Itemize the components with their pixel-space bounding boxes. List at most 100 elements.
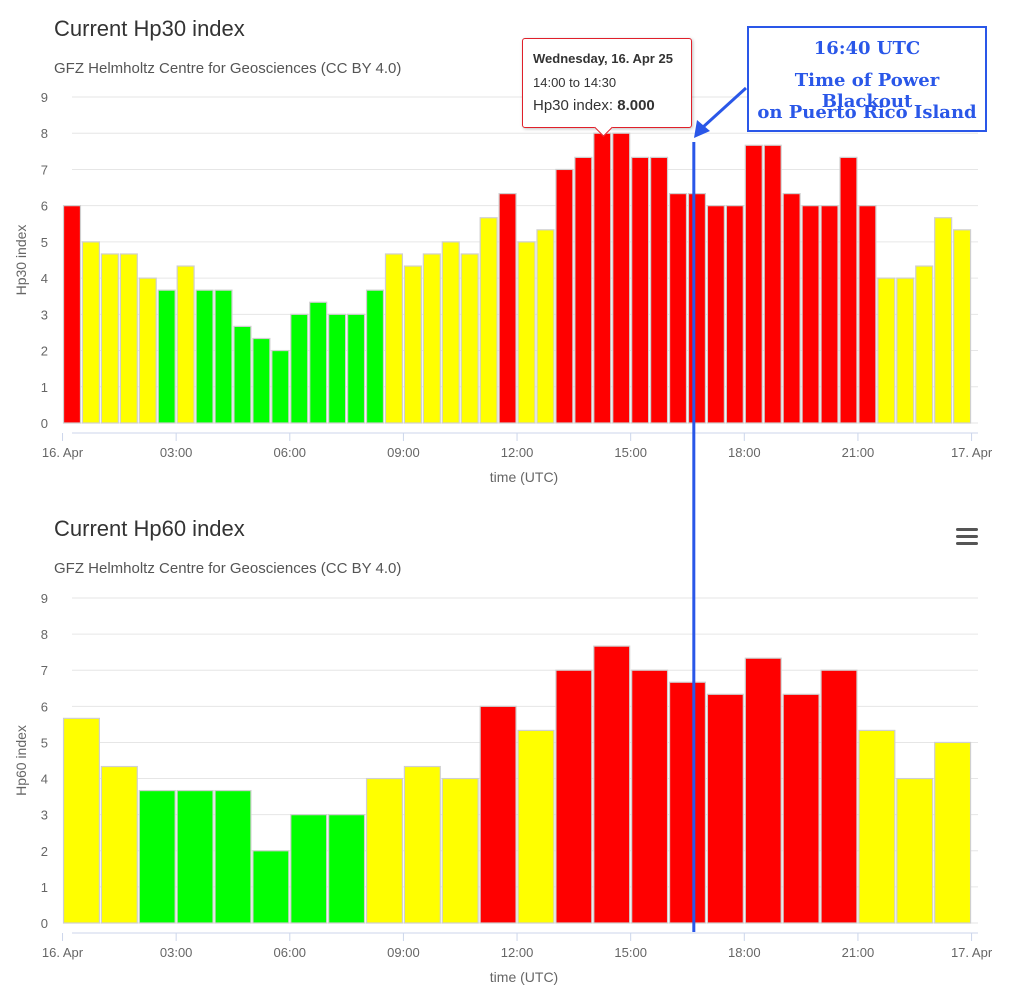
hp30-bar[interactable] (612, 132, 631, 424)
hp30-bar[interactable] (365, 289, 385, 424)
hp30-bar[interactable] (725, 205, 744, 424)
hp30-bar[interactable] (782, 193, 801, 424)
hp30-bar[interactable] (119, 253, 138, 424)
hp60-bar[interactable] (365, 777, 404, 924)
hp60-bar[interactable] (138, 789, 176, 924)
hp30-bar[interactable] (536, 229, 555, 424)
hamburger-menu-icon[interactable] (956, 528, 978, 546)
hp30-bar[interactable] (896, 277, 915, 424)
hp30-bar[interactable] (839, 156, 858, 424)
hp30-bar[interactable] (252, 337, 271, 424)
hp60-bar[interactable] (593, 645, 631, 924)
hp60-bar[interactable] (403, 765, 441, 924)
hp30-bar[interactable] (157, 289, 176, 424)
hp60-bar[interactable] (820, 669, 858, 924)
hp30-bar[interactable] (593, 132, 612, 424)
hp30-x-tick-label: 18:00 (728, 445, 761, 460)
hp30-bar[interactable] (801, 205, 820, 424)
hp30-bar[interactable] (820, 205, 839, 424)
hp30-x-tick-label: 03:00 (160, 445, 193, 460)
hp30-bar[interactable] (271, 349, 290, 424)
hp30-bar[interactable] (555, 168, 574, 424)
menu-line (956, 535, 978, 538)
hp30-bar[interactable] (460, 253, 479, 424)
hp60-bar[interactable] (782, 693, 820, 924)
hp30-bar[interactable] (517, 241, 536, 424)
hp30-bar[interactable] (62, 205, 82, 424)
hp30-bar[interactable] (328, 313, 347, 424)
hp60-x-tick-label: 15:00 (614, 945, 647, 960)
hp30-bar[interactable] (706, 205, 725, 424)
menu-line (956, 542, 978, 545)
hp30-bar[interactable] (953, 229, 972, 424)
hp30-bar[interactable] (422, 253, 441, 424)
hp60-bar[interactable] (100, 765, 138, 924)
hp60-bar[interactable] (934, 741, 972, 924)
hp60-bar[interactable] (62, 717, 101, 924)
hp30-bar[interactable] (403, 265, 422, 424)
hp60-bar[interactable] (290, 814, 328, 924)
hp30-bar[interactable] (498, 193, 517, 424)
hp60-bar[interactable] (252, 850, 290, 924)
hp60-y-axis-title: Hp60 index (13, 725, 29, 796)
hp30-chart-subtitle: GFZ Helmholtz Centre for Geosciences (CC… (54, 60, 402, 77)
hp60-y-tick-label: 9 (41, 591, 48, 606)
hp60-bar[interactable] (176, 789, 214, 924)
hp30-bar[interactable] (877, 277, 896, 424)
hp60-bar[interactable] (441, 777, 479, 924)
hp30-bar[interactable] (763, 144, 782, 424)
hp60-bar[interactable] (706, 693, 744, 924)
hp60-x-tick-label: 16. Apr (42, 945, 84, 960)
tooltip-value-row: Hp30 index: 8.000 (533, 97, 655, 114)
tooltip-value: 8.000 (617, 97, 655, 114)
hp30-bar[interactable] (195, 289, 214, 424)
hp60-x-tick-label: 03:00 (160, 945, 193, 960)
hp60-bar[interactable] (328, 814, 366, 924)
hp30-bar[interactable] (176, 265, 195, 424)
hp60-bar[interactable] (631, 669, 669, 924)
hp30-bar[interactable] (290, 313, 309, 424)
hp60-bar[interactable] (214, 789, 252, 924)
callout-time: 16:40 UTC (813, 38, 921, 59)
hp30-y-tick-label: 0 (41, 416, 48, 431)
hp30-bar[interactable] (100, 253, 119, 424)
hp30-bar[interactable] (233, 325, 252, 424)
hp30-x-tick-label: 16. Apr (42, 445, 84, 460)
hp60-y-tick-label: 8 (41, 627, 48, 642)
hp30-bar[interactable] (138, 277, 157, 424)
hp30-bar[interactable] (441, 241, 460, 424)
hp60-y-tick-label: 3 (41, 808, 48, 823)
hp30-bar[interactable] (81, 241, 101, 424)
hp60-bar[interactable] (858, 729, 896, 924)
hp30-bar[interactable] (214, 289, 233, 424)
hp60-chart-title: Current Hp60 index (54, 516, 245, 541)
hp30-bar[interactable] (915, 265, 934, 424)
hp30-y-tick-label: 3 (41, 307, 48, 322)
hp30-bar[interactable] (650, 156, 669, 424)
hp30-bar[interactable] (309, 301, 328, 424)
hp60-x-tick-label: 09:00 (387, 945, 420, 960)
hp30-y-tick-label: 1 (41, 380, 48, 395)
hp30-bar[interactable] (687, 193, 707, 424)
hp60-bar[interactable] (668, 681, 707, 924)
hp30-bar[interactable] (858, 205, 877, 424)
hp30-bar[interactable] (631, 156, 650, 424)
hp30-bar[interactable] (479, 217, 498, 424)
tooltip-date: Wednesday, 16. Apr 25 (533, 51, 673, 66)
hp60-x-tick-label: 12:00 (501, 945, 534, 960)
hp60-bar[interactable] (479, 705, 517, 924)
hp30-y-axis-title: Hp30 index (13, 225, 29, 296)
hp30-bar[interactable] (384, 253, 404, 424)
hp60-bar[interactable] (555, 669, 593, 924)
hp30-bar[interactable] (574, 156, 593, 424)
hp30-bar[interactable] (934, 217, 953, 424)
hp60-bar[interactable] (896, 777, 934, 924)
hp60-bar[interactable] (744, 657, 782, 924)
hp30-x-tick-label: 06:00 (274, 445, 307, 460)
hp30-bar[interactable] (744, 144, 763, 424)
hp60-bar[interactable] (517, 729, 555, 924)
hp30-bar[interactable] (347, 313, 366, 424)
hover-tooltip: Wednesday, 16. Apr 25 14:00 to 14:30 Hp3… (522, 38, 692, 137)
hp30-bar[interactable] (668, 193, 688, 424)
hp60-x-tick-label: 21:00 (842, 945, 875, 960)
